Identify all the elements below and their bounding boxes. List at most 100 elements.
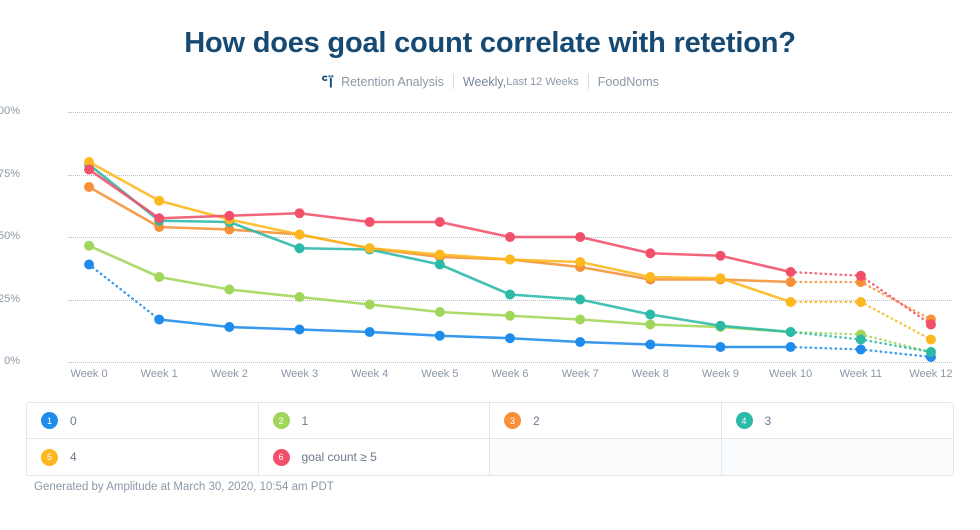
subtitle-divider-2 — [587, 74, 589, 89]
series-segment — [228, 228, 301, 236]
data-point[interactable] — [715, 250, 726, 261]
series-segment — [438, 310, 512, 318]
chart-area: 0% 25% 50% 75% 100% Week 0 Week 1 Week 2 Week 3… — [0, 100, 980, 385]
data-point[interactable] — [715, 320, 726, 331]
series-segment — [649, 313, 722, 328]
x-axis-tick-label: Week 11 — [839, 368, 882, 380]
data-point[interactable] — [855, 344, 866, 355]
data-point[interactable] — [294, 208, 305, 219]
data-point[interactable] — [575, 314, 586, 325]
series-segment — [859, 300, 933, 341]
legend-item[interactable]: 6 goal count ≥ 5 — [258, 439, 490, 475]
data-point[interactable] — [294, 324, 305, 335]
data-point[interactable] — [575, 294, 586, 305]
series-segment — [157, 275, 231, 291]
x-axis-tick-label: Week 1 — [140, 368, 178, 380]
data-point[interactable] — [645, 248, 656, 259]
x-axis-tick-label: Week 2 — [210, 368, 248, 380]
series-segment — [508, 258, 582, 264]
data-point[interactable] — [224, 210, 235, 221]
data-point[interactable] — [645, 339, 656, 350]
data-point[interactable] — [925, 347, 936, 357]
series-segment — [649, 251, 722, 258]
series-segment — [859, 280, 933, 321]
data-point[interactable] — [364, 217, 375, 227]
data-point[interactable] — [294, 229, 305, 240]
data-point[interactable] — [715, 273, 726, 284]
data-point[interactable] — [855, 270, 866, 281]
series-segment — [87, 160, 161, 203]
gridline — [68, 362, 952, 363]
data-point[interactable] — [294, 243, 305, 254]
data-point[interactable] — [84, 182, 95, 192]
data-point[interactable] — [575, 232, 586, 242]
data-point[interactable] — [505, 333, 515, 344]
data-point[interactable] — [364, 299, 375, 310]
data-point[interactable] — [855, 334, 866, 345]
series-segment — [578, 265, 652, 281]
legend-label: 3 — [764, 413, 772, 428]
data-point[interactable] — [785, 277, 796, 287]
data-point[interactable] — [785, 267, 796, 277]
data-point[interactable] — [364, 243, 375, 254]
data-point[interactable] — [434, 330, 445, 341]
data-point[interactable] — [434, 217, 445, 227]
data-point[interactable] — [785, 342, 796, 352]
series-1 — [84, 259, 936, 362]
data-point[interactable] — [715, 342, 726, 352]
data-point[interactable] — [785, 327, 796, 337]
series-segment — [87, 244, 161, 279]
series-segment — [157, 219, 231, 224]
data-point[interactable] — [84, 164, 95, 175]
data-point[interactable] — [434, 259, 445, 270]
data-point[interactable] — [84, 157, 95, 167]
series-segment — [649, 275, 722, 280]
data-point[interactable] — [364, 327, 375, 337]
data-point[interactable] — [84, 259, 95, 270]
data-point[interactable] — [84, 240, 95, 251]
data-point[interactable] — [154, 213, 165, 224]
data-point[interactable] — [645, 309, 656, 320]
data-point[interactable] — [224, 322, 235, 332]
data-point[interactable] — [575, 257, 586, 267]
data-point[interactable] — [224, 224, 235, 235]
data-point[interactable] — [645, 319, 656, 330]
x-axis-tick-label: Week 3 — [280, 368, 319, 380]
data-point[interactable] — [925, 319, 936, 330]
x-axis: Week 0 Week 1 Week 2 Week 3 Week 4 Week 5 Week… — [68, 368, 953, 384]
data-point[interactable] — [224, 284, 235, 295]
data-point[interactable] — [294, 292, 305, 302]
series-segment — [649, 343, 722, 349]
data-point[interactable] — [855, 297, 866, 307]
series-segment — [789, 345, 862, 351]
x-axis-tick-label: Week 8 — [631, 368, 669, 380]
data-point[interactable] — [505, 254, 515, 265]
data-point[interactable] — [154, 272, 165, 282]
data-point[interactable] — [434, 307, 445, 317]
data-point[interactable] — [505, 232, 515, 242]
data-point[interactable] — [154, 195, 165, 206]
data-point[interactable] — [505, 310, 515, 321]
subtitle-interval-range: Last 12 Weeks — [506, 75, 579, 88]
data-point[interactable] — [154, 314, 165, 325]
data-point[interactable] — [575, 337, 586, 347]
series-segment — [228, 325, 301, 331]
data-point[interactable] — [925, 334, 936, 345]
series-segment — [578, 298, 652, 316]
data-point[interactable] — [645, 272, 656, 282]
legend: 1 0 2 1 3 2 4 3 5 4 6 goal count ≥ 5 — [26, 402, 954, 476]
series-lines — [84, 157, 936, 362]
data-point[interactable] — [785, 297, 796, 307]
data-point[interactable] — [434, 249, 445, 260]
series-segment — [578, 340, 652, 346]
x-axis-tick-label: Week 6 — [491, 368, 529, 380]
data-point[interactable] — [505, 289, 515, 300]
subtitle-interval-segment: Weekly, Last 12 Weeks — [454, 75, 588, 89]
series-segment — [859, 348, 933, 359]
chart-subtitle: Retention Analysis Weekly, Last 12 Weeks… — [0, 74, 980, 89]
